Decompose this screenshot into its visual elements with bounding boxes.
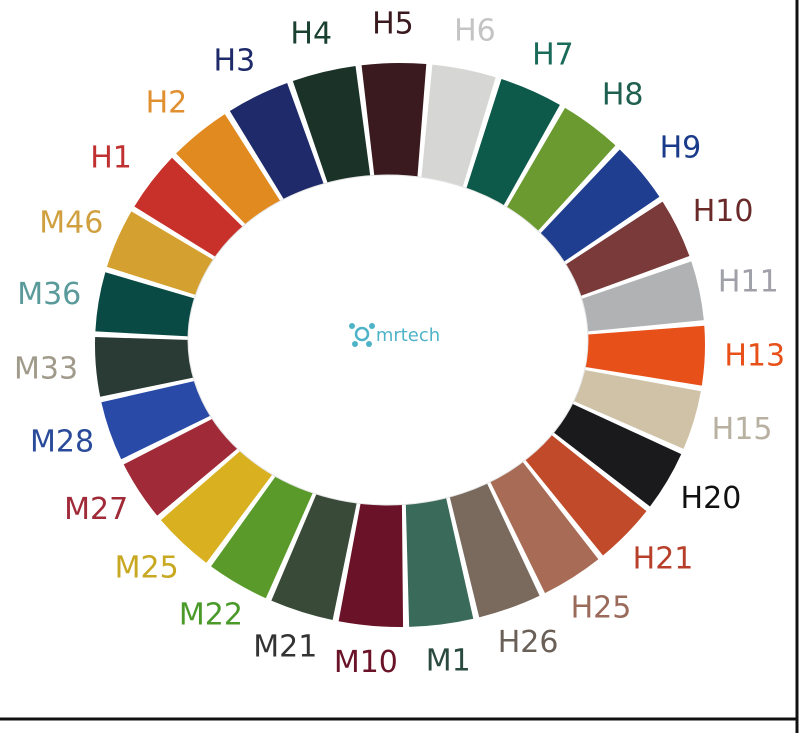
swatch-label: H20: [681, 481, 742, 516]
swatch: [101, 375, 231, 460]
swatch: [551, 403, 682, 507]
swatch-label: H15: [712, 412, 773, 447]
swatch: [419, 64, 496, 203]
swatch-label: H8: [602, 77, 644, 112]
swatch: [405, 490, 474, 627]
swatch: [211, 462, 319, 599]
swatch: [229, 83, 332, 221]
swatch-label: H10: [693, 194, 754, 229]
swatch-label: M28: [30, 424, 94, 459]
swatch-label: H26: [498, 625, 559, 660]
swatch-label: H5: [372, 7, 414, 42]
swatch-label: H25: [571, 590, 632, 625]
swatch-label: M36: [17, 277, 81, 312]
swatch: [523, 433, 647, 556]
swatch-label: M10: [334, 645, 398, 680]
swatch: [533, 149, 660, 267]
swatch: [361, 62, 427, 197]
swatch: [448, 478, 540, 618]
logo-dot: [352, 341, 358, 347]
logo-dot: [349, 323, 355, 329]
swatch-label: H21: [633, 541, 694, 576]
swatch-label: M27: [64, 492, 128, 527]
swatch-label: M46: [39, 206, 103, 241]
swatch-label: H1: [90, 141, 132, 176]
swatch-label: H11: [718, 265, 779, 300]
swatch: [271, 481, 360, 621]
swatch: [94, 337, 219, 397]
logo-dot: [354, 326, 370, 342]
swatch-label: H13: [724, 339, 785, 374]
swatch: [500, 107, 616, 239]
swatch-label: H7: [532, 38, 574, 73]
swatch-label: H3: [214, 43, 256, 78]
logo-dot: [369, 323, 375, 329]
swatch-label: M22: [179, 597, 243, 632]
swatch: [338, 491, 404, 627]
logo-icon: [349, 323, 375, 347]
swatch: [559, 201, 690, 298]
swatch: [487, 458, 599, 594]
swatch: [461, 79, 560, 218]
swatch-label: H2: [146, 86, 188, 121]
center-hole: [187, 174, 589, 506]
swatch-label: M33: [14, 351, 78, 386]
swatch: [583, 325, 705, 386]
swatch: [571, 369, 701, 449]
swatch: [123, 408, 253, 516]
swatch-label: H4: [290, 17, 332, 52]
logo-dot: [366, 341, 372, 347]
swatch: [292, 66, 374, 205]
swatch-label: M25: [115, 551, 179, 586]
swatch-label: H6: [454, 14, 496, 49]
swatch: [576, 261, 704, 332]
logo-text: mrtech: [376, 325, 440, 346]
swatch: [160, 438, 283, 563]
swatch-label: M21: [253, 629, 317, 664]
swatch-label: H9: [660, 130, 702, 165]
swatch-label: M1: [426, 644, 471, 679]
